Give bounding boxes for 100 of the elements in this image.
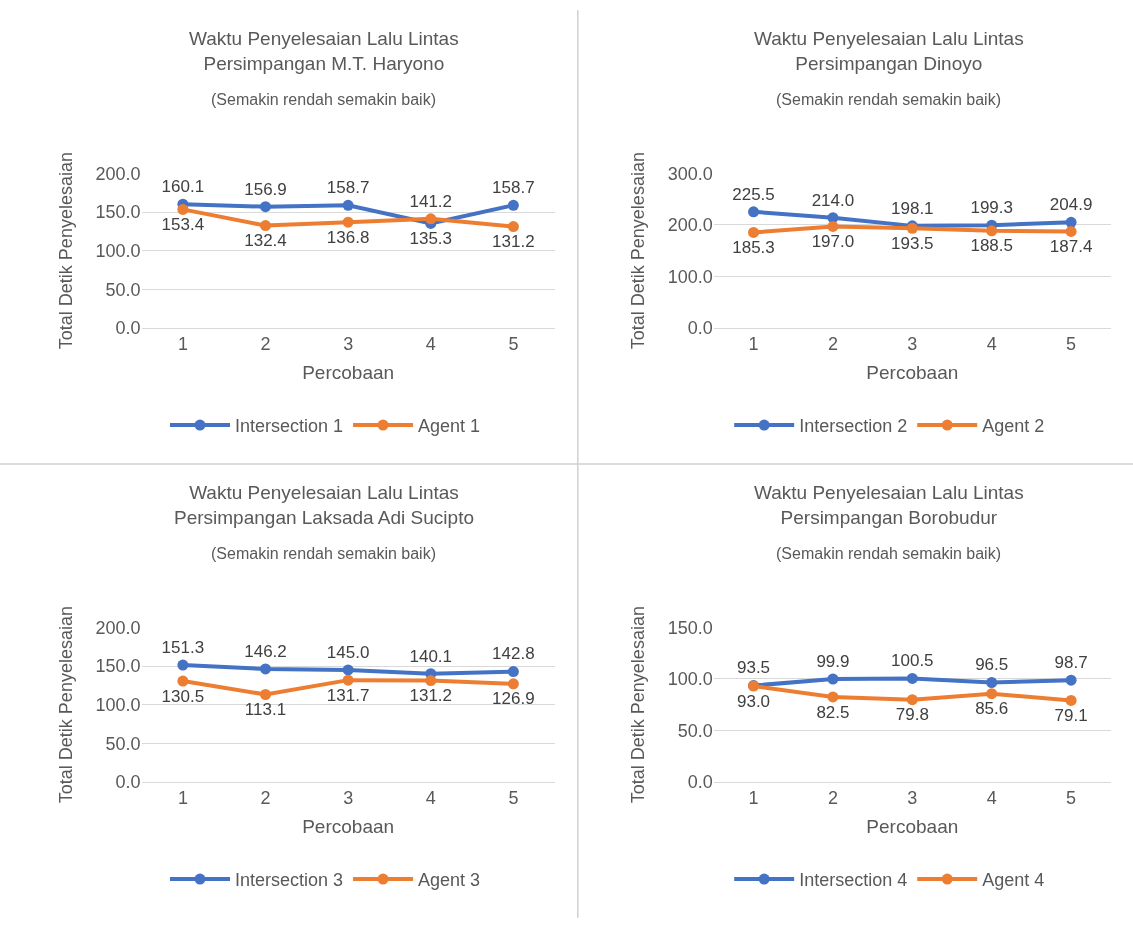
x-tick-label: 1 [177, 788, 188, 809]
data-label: 199.3 [970, 198, 1013, 218]
x-tick-label: 5 [508, 788, 519, 809]
data-label: 188.5 [970, 236, 1013, 256]
data-label: 85.6 [975, 699, 1009, 719]
point [827, 673, 839, 685]
y-tick-label: 200.0 [667, 215, 713, 236]
data-label: 131.7 [326, 685, 370, 705]
x-tick-label: 3 [343, 334, 354, 355]
point [906, 694, 918, 706]
point [507, 666, 519, 678]
x-tick-label: 5 [1066, 334, 1077, 355]
data-label: 204.9 [1049, 195, 1093, 215]
x-tick-label: 2 [260, 334, 271, 355]
data-label: 113.1 [244, 700, 287, 720]
data-label: 79.1 [1054, 706, 1088, 726]
x-tick-label: 2 [260, 788, 271, 809]
point [507, 678, 519, 690]
y-axis-title: Total Detik Penyelesaian [628, 606, 648, 804]
point [177, 203, 189, 215]
point [177, 659, 189, 671]
point [342, 199, 354, 211]
point [827, 691, 839, 703]
y-tick-label: 0.0 [687, 318, 713, 339]
x-tick-label: 5 [508, 334, 519, 355]
data-label: 153.4 [161, 215, 205, 235]
data-label: 93.5 [736, 658, 771, 678]
point [177, 675, 189, 687]
point [748, 206, 760, 218]
point [1065, 674, 1077, 686]
point [1065, 225, 1077, 237]
data-label: 93.0 [736, 691, 771, 711]
x-tick-label: 2 [827, 788, 838, 809]
y-axis-title: Total Detik Penyelesaian [628, 152, 648, 350]
y-tick-label: 100.0 [95, 694, 141, 715]
point [986, 225, 998, 237]
x-axis-title: Percobaan [866, 816, 959, 838]
x-tick-label: 4 [425, 334, 436, 355]
point [827, 220, 839, 232]
x-axis-title: Percobaan [866, 362, 959, 384]
data-label: 151.3 [161, 637, 205, 657]
data-label: 197.0 [811, 232, 855, 252]
chart-title: Waktu Penyelesaian Lalu Lintas Persimpangan Borobudur [754, 482, 1024, 528]
y-tick-label: 150.0 [667, 617, 713, 638]
data-label: 146.2 [244, 641, 287, 661]
data-label: 98.7 [1054, 653, 1088, 673]
point [342, 674, 354, 686]
point [425, 675, 437, 687]
chart-subtitle: (Semakin rendah semakin baik) [211, 545, 436, 562]
data-label: 96.5 [975, 655, 1009, 675]
x-tick-label: 4 [986, 334, 997, 355]
y-tick-label: 0.0 [115, 772, 141, 793]
point [260, 689, 272, 701]
data-label: 225.5 [732, 184, 775, 204]
x-tick-label: 2 [827, 334, 838, 355]
data-label: 82.5 [816, 702, 850, 722]
point [1065, 694, 1077, 706]
point [260, 201, 272, 213]
x-tick-label: 1 [177, 334, 188, 355]
data-label: 136.8 [326, 227, 370, 247]
legend-label: Agent 1 [418, 416, 481, 437]
chart-subtitle: (Semakin rendah semakin baik) [776, 91, 1001, 108]
x-tick-label: 5 [1066, 788, 1077, 809]
data-label: 132.4 [244, 231, 287, 251]
y-tick-label: 150.0 [95, 656, 141, 677]
chart-title: Waktu Penyelesaian Lalu Lintas Persimpangan Dinoyo [754, 28, 1024, 74]
y-tick-label: 100.0 [95, 240, 141, 261]
data-label: 185.3 [732, 238, 775, 258]
y-tick-label: 150.0 [95, 202, 141, 223]
data-label: 100.5 [891, 651, 934, 671]
x-axis-title: Percobaan [302, 816, 395, 838]
data-label: 126.9 [492, 689, 535, 709]
x-tick-label: 4 [425, 788, 436, 809]
y-tick-label: 50.0 [677, 720, 713, 741]
chart-subtitle: (Semakin rendah semakin baik) [776, 545, 1001, 562]
x-tick-label: 3 [343, 788, 354, 809]
legend-label: Intersection 3 [234, 870, 344, 891]
point [986, 677, 998, 688]
data-label: 140.1 [409, 646, 453, 666]
data-label: 135.3 [409, 229, 453, 249]
legend-label: Intersection 1 [234, 416, 344, 437]
point [748, 226, 760, 238]
point [507, 199, 519, 211]
y-tick-label: 0.0 [687, 772, 713, 793]
y-tick-label: 200.0 [95, 163, 141, 184]
point [906, 672, 918, 684]
data-label: 142.8 [492, 644, 535, 664]
x-tick-label: 3 [907, 334, 918, 355]
data-label: 158.7 [492, 178, 535, 198]
point [342, 216, 354, 228]
data-label: 198.1 [891, 198, 934, 218]
y-tick-label: 100.0 [667, 669, 713, 690]
y-tick-label: 200.0 [95, 617, 141, 638]
legend-label: Agent 2 [982, 416, 1045, 437]
chart-title: Waktu Penyelesaian Lalu Lintas Persimpangan M.T. Haryono [189, 28, 459, 74]
data-label: 130.5 [161, 686, 205, 706]
data-label: 187.4 [1049, 237, 1093, 257]
chart-subtitle: (Semakin rendah semakin baik) [211, 91, 436, 108]
y-tick-label: 300.0 [667, 163, 713, 184]
x-axis-title: Percobaan [302, 362, 395, 384]
